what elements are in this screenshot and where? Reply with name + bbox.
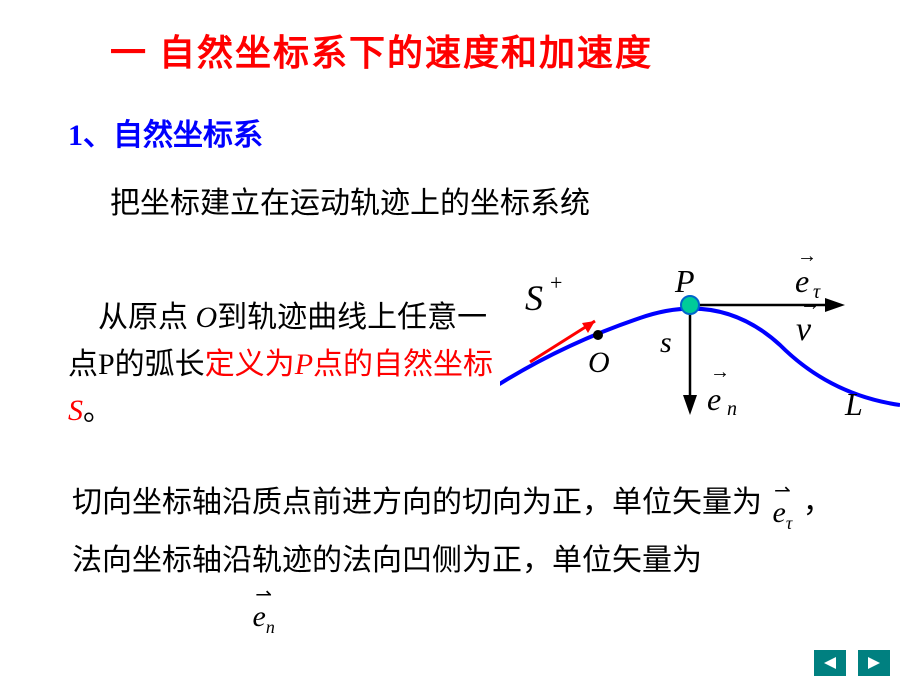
vector-arrow-icon: ⇀ [255,580,272,611]
text-emphasis: 定义为 [205,348,295,381]
triangle-right-icon [866,655,882,671]
label-v: v [796,311,812,348]
en-sub: n [266,617,275,637]
section-subtitle: 1、自然坐标系 [68,110,263,154]
label-L: L [844,386,863,422]
origin-o: O [196,301,218,334]
trajectory-curve [500,309,900,405]
label-s: s [660,326,672,359]
origin-point [593,330,603,340]
text-seg: 切向坐标轴沿质点前进方向的切向为正，单位矢量为 [72,486,770,519]
natural-coord-diagram: S + P O s L → e τ → v → e n [500,250,900,450]
label-en-e: e [707,381,721,417]
etau-sub: τ [786,513,792,533]
etau-vector-icon: ⇀ eτ [773,490,793,538]
text-emphasis: 点的自然坐标 [313,348,493,381]
text-seg: 从原点 [68,301,196,334]
coord-s: S [68,394,83,427]
nav-controls [814,650,890,676]
en-vector-icon: ⇀ en [253,594,275,642]
label-en-sub: n [727,398,737,420]
paragraph-definition: 从原点 O到轨迹曲线上任意一点P的弧长定义为P点的自然坐标 S。 [68,295,498,435]
en-vector-head [683,395,697,415]
next-button[interactable] [858,650,890,676]
label-P: P [674,263,695,299]
paragraph-unit-vectors: 切向坐标轴沿质点前进方向的切向为正，单位矢量为 ⇀ eτ ，法向坐标轴沿轨迹的法… [72,480,862,642]
en-arrow-icon: → [710,361,730,383]
period: 。 [83,394,113,427]
label-O: O [588,346,610,379]
prev-button[interactable] [814,650,846,676]
vector-arrow-icon: ⇀ [774,476,791,507]
label-plus: + [550,270,562,295]
slide-title: 一 自然坐标系下的速度和加速度 [110,24,653,76]
point-p: P [295,348,313,381]
triangle-left-icon [822,655,838,671]
etau-vector-head [825,298,845,312]
desc-line: 把坐标建立在运动轨迹上的坐标系统 [110,178,590,222]
label-S: S [525,278,543,318]
